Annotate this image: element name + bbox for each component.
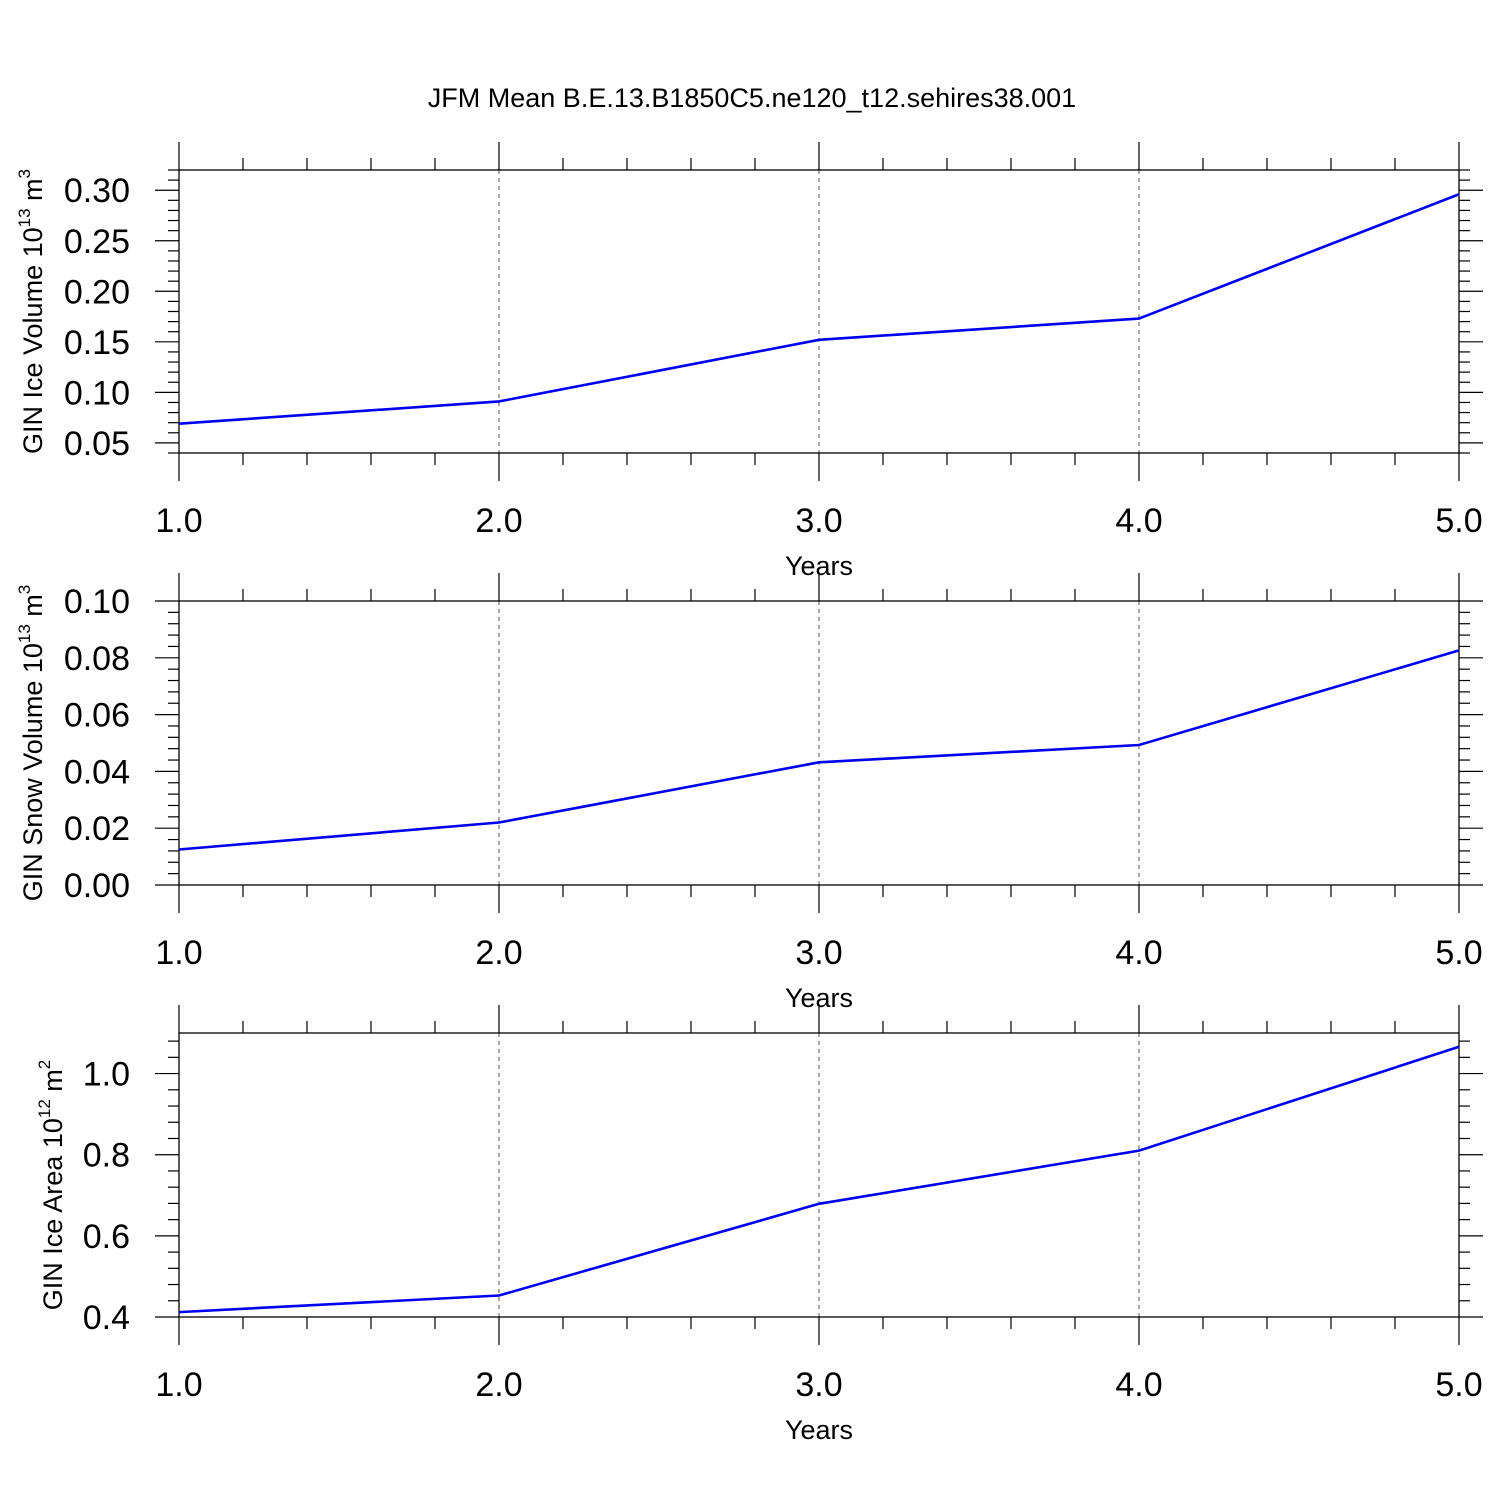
x-tick-label: 3.0 bbox=[795, 502, 842, 540]
y-tick-label: 0.05 bbox=[64, 425, 130, 463]
y-tick-label: 0.08 bbox=[64, 640, 130, 678]
x-tick-label: 4.0 bbox=[1115, 1366, 1162, 1404]
x-tick-label: 4.0 bbox=[1115, 934, 1162, 972]
y-axis-label: GIN Ice Area 1012 m2 bbox=[35, 1060, 68, 1311]
x-tick-label: 1.0 bbox=[155, 934, 202, 972]
x-tick-label: 4.0 bbox=[1115, 502, 1162, 540]
y-tick-label: 1.0 bbox=[83, 1056, 130, 1094]
y-tick-label: 0.10 bbox=[64, 583, 130, 621]
y-tick-label: 0.00 bbox=[64, 867, 130, 905]
x-tick-label: 2.0 bbox=[475, 502, 522, 540]
x-tick-label: 2.0 bbox=[475, 934, 522, 972]
chart-panel-1: 0.050.100.150.200.250.301.0 2.0 3.0 4.0 5.0Y… bbox=[15, 142, 1483, 581]
chart-title: JFM Mean B.E.13.B1850C5.ne120_t12.sehire… bbox=[428, 83, 1076, 113]
y-axis-label: GIN Snow Volume 1013 m3 bbox=[15, 585, 48, 902]
y-tick-label: 0.4 bbox=[83, 1299, 130, 1337]
x-tick-label: 1.0 bbox=[155, 1366, 202, 1404]
x-tick-label: 5.0 bbox=[1435, 1366, 1482, 1404]
y-tick-label: 0.04 bbox=[64, 753, 130, 791]
x-tick-label: 2.0 bbox=[475, 1366, 522, 1404]
x-tick-label: 5.0 bbox=[1435, 502, 1482, 540]
y-tick-label: 0.06 bbox=[64, 697, 130, 735]
x-tick-label: 5.0 bbox=[1435, 934, 1482, 972]
chart-panel-2: 0.000.020.040.060.080.101.0 2.0 3.0 4.0 5.0Y… bbox=[15, 573, 1483, 1013]
x-tick-label: 3.0 bbox=[795, 1366, 842, 1404]
panels: 0.05 0.10 0.15 0.20 0.25 0.30 1.0 2.0 3.0 4.0 5.0 Y… bbox=[15, 142, 1483, 1445]
y-tick-label: 0.25 bbox=[64, 223, 130, 261]
x-tick-label: 1.0 bbox=[155, 502, 202, 540]
x-axis-label: Years bbox=[785, 1415, 853, 1445]
y-tick-label: 0.02 bbox=[64, 810, 130, 848]
chart-panel-3: 0.4 0.6 0.8 1.0 1.0 2.0 3.0 4.0 5.0 Years GIN Ice … bbox=[35, 1005, 1483, 1445]
y-tick-label: 0.15 bbox=[64, 324, 130, 362]
y-tick-label: 0.10 bbox=[64, 374, 130, 412]
y-tick-label: 0.20 bbox=[64, 273, 130, 311]
x-tick-label: 3.0 bbox=[795, 934, 842, 972]
y-tick-label: 0.8 bbox=[83, 1137, 130, 1175]
y-axis-label: GIN Ice Volume 1013 m3 bbox=[15, 169, 48, 454]
y-tick-label: 0.30 bbox=[64, 172, 130, 210]
y-tick-label: 0.6 bbox=[83, 1218, 130, 1256]
